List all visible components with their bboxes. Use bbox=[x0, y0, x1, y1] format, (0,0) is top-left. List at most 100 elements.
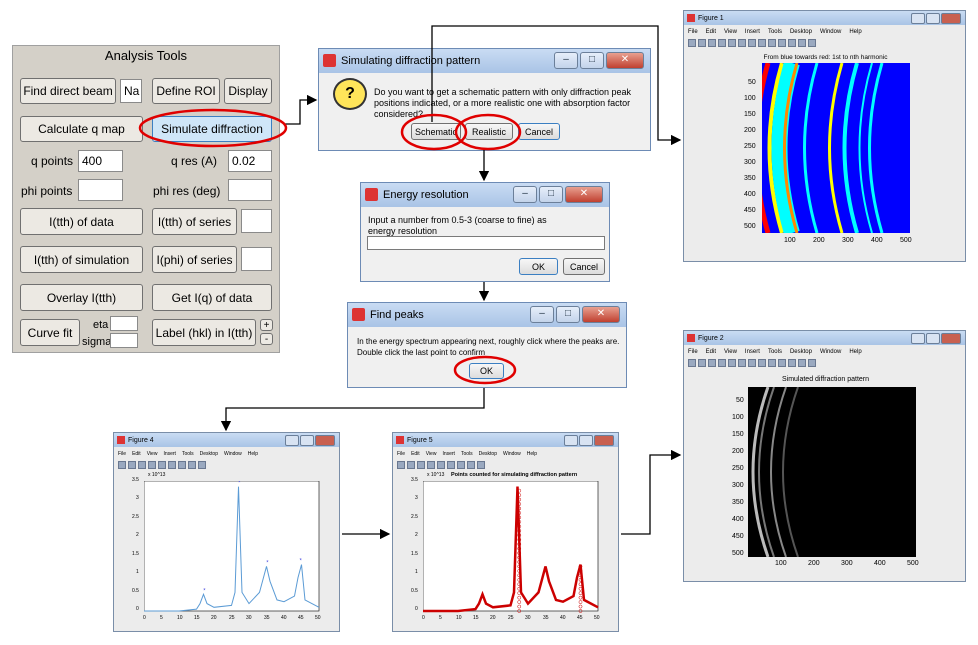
save-icon[interactable] bbox=[708, 39, 716, 47]
save-icon[interactable] bbox=[708, 359, 716, 367]
colorbar-icon[interactable] bbox=[798, 39, 806, 47]
minimize-button[interactable] bbox=[564, 435, 578, 446]
energy-cancel-button[interactable]: Cancel bbox=[563, 258, 605, 275]
new-icon[interactable] bbox=[118, 461, 126, 469]
close-button[interactable] bbox=[315, 435, 335, 446]
minimize-button[interactable]: – bbox=[513, 186, 537, 203]
menu-window[interactable]: Window bbox=[819, 28, 842, 35]
menu-edit[interactable]: Edit bbox=[705, 348, 717, 355]
menu-insert[interactable]: Insert bbox=[744, 28, 760, 35]
legend-icon[interactable] bbox=[808, 359, 816, 367]
menu-view[interactable]: View bbox=[146, 450, 158, 457]
close-button[interactable] bbox=[594, 435, 614, 446]
print-icon[interactable] bbox=[427, 461, 435, 469]
print-icon[interactable] bbox=[718, 359, 726, 367]
open-icon[interactable] bbox=[407, 461, 415, 469]
simulate-diffraction-button[interactable]: Simulate diffraction bbox=[152, 116, 272, 142]
data-cursor-icon[interactable] bbox=[778, 39, 786, 47]
label-hkl-button[interactable]: Label (hkl) in I(tth) bbox=[152, 319, 256, 346]
get-iq-button[interactable]: Get I(q) of data bbox=[152, 284, 272, 311]
pan-icon[interactable] bbox=[758, 359, 766, 367]
find-direct-beam-button[interactable]: Find direct beam bbox=[20, 78, 116, 104]
energy-input[interactable] bbox=[367, 236, 605, 250]
sigma-field[interactable] bbox=[110, 333, 138, 348]
menu-insert[interactable]: Insert bbox=[744, 348, 760, 355]
zoom-out-icon[interactable] bbox=[748, 359, 756, 367]
menu-desktop[interactable]: Desktop bbox=[789, 28, 812, 35]
colorbar-icon[interactable] bbox=[798, 359, 806, 367]
menu-help[interactable]: Help bbox=[849, 28, 862, 35]
rotate-icon[interactable] bbox=[768, 359, 776, 367]
print-icon[interactable] bbox=[148, 461, 156, 469]
q-points-field[interactable]: 400 bbox=[78, 150, 123, 172]
zoom-in-icon[interactable] bbox=[738, 39, 746, 47]
eta-field[interactable] bbox=[110, 316, 138, 331]
zoom-out-icon[interactable] bbox=[447, 461, 455, 469]
curve-fit-button[interactable]: Curve fit bbox=[20, 319, 80, 346]
direct-beam-field[interactable]: Na bbox=[120, 79, 142, 103]
minimize-button[interactable] bbox=[911, 13, 925, 24]
plus-button[interactable]: + bbox=[260, 319, 273, 331]
menu-window[interactable]: Window bbox=[819, 348, 842, 355]
maximize-button[interactable]: □ bbox=[580, 52, 604, 69]
phi-points-field[interactable] bbox=[78, 179, 123, 201]
i-phi-series-button[interactable]: I(phi) of series bbox=[152, 246, 237, 273]
brush-icon[interactable] bbox=[788, 39, 796, 47]
schematic-button[interactable]: Schematic bbox=[411, 123, 461, 140]
open-icon[interactable] bbox=[128, 461, 136, 469]
menu-edit[interactable]: Edit bbox=[132, 450, 141, 457]
rotate-icon[interactable] bbox=[768, 39, 776, 47]
i-phi-series-field[interactable] bbox=[241, 247, 272, 271]
print-icon[interactable] bbox=[718, 39, 726, 47]
i-tth-data-button[interactable]: I(tth) of data bbox=[20, 208, 143, 235]
menu-window[interactable]: Window bbox=[502, 450, 521, 457]
menu-file[interactable]: File bbox=[397, 450, 406, 457]
menu-help[interactable]: Help bbox=[247, 450, 259, 457]
i-tth-series-button[interactable]: I(tth) of series bbox=[152, 208, 237, 235]
menu-desktop[interactable]: Desktop bbox=[478, 450, 497, 457]
menu-tools[interactable]: Tools bbox=[767, 28, 782, 35]
pointer-icon[interactable] bbox=[728, 39, 736, 47]
maximize-button[interactable] bbox=[579, 435, 593, 446]
overlay-button[interactable]: Overlay I(tth) bbox=[20, 284, 143, 311]
menu-file[interactable]: File bbox=[688, 348, 698, 355]
pan-icon[interactable] bbox=[178, 461, 186, 469]
menu-insert[interactable]: Insert bbox=[163, 450, 176, 457]
maximize-button[interactable] bbox=[300, 435, 314, 446]
menu-help[interactable]: Help bbox=[526, 450, 538, 457]
menu-insert[interactable]: Insert bbox=[442, 450, 455, 457]
zoom-in-icon[interactable] bbox=[437, 461, 445, 469]
energy-ok-button[interactable]: OK bbox=[519, 258, 558, 275]
new-icon[interactable] bbox=[688, 39, 696, 47]
phi-res-field[interactable] bbox=[228, 179, 272, 201]
data-cursor-icon[interactable] bbox=[188, 461, 196, 469]
menu-desktop[interactable]: Desktop bbox=[789, 348, 812, 355]
minimize-button[interactable] bbox=[285, 435, 299, 446]
new-icon[interactable] bbox=[688, 359, 696, 367]
colorbar-icon[interactable] bbox=[477, 461, 485, 469]
close-button[interactable] bbox=[941, 13, 961, 24]
find-peaks-ok-button[interactable]: OK bbox=[469, 363, 504, 379]
menu-file[interactable]: File bbox=[688, 28, 698, 35]
close-button[interactable]: ✕ bbox=[606, 52, 644, 69]
menu-edit[interactable]: Edit bbox=[705, 28, 717, 35]
minimize-button[interactable]: – bbox=[554, 52, 578, 69]
maximize-button[interactable]: □ bbox=[556, 306, 580, 323]
i-tth-series-field[interactable] bbox=[241, 209, 272, 233]
minimize-button[interactable] bbox=[911, 333, 925, 344]
calculate-q-map-button[interactable]: Calculate q map bbox=[20, 116, 143, 142]
define-roi-button[interactable]: Define ROI bbox=[152, 78, 220, 104]
maximize-button[interactable]: □ bbox=[539, 186, 563, 203]
menu-help[interactable]: Help bbox=[849, 348, 862, 355]
menu-tools[interactable]: Tools bbox=[460, 450, 473, 457]
brush-icon[interactable] bbox=[788, 359, 796, 367]
zoom-in-icon[interactable] bbox=[738, 359, 746, 367]
minimize-button[interactable]: – bbox=[530, 306, 554, 323]
close-button[interactable]: ✕ bbox=[582, 306, 620, 323]
close-button[interactable] bbox=[941, 333, 961, 344]
menu-desktop[interactable]: Desktop bbox=[199, 450, 218, 457]
menu-tools[interactable]: Tools bbox=[767, 348, 782, 355]
maximize-button[interactable] bbox=[926, 13, 940, 24]
realistic-button[interactable]: Realistic bbox=[465, 123, 513, 140]
menu-file[interactable]: File bbox=[118, 450, 127, 457]
